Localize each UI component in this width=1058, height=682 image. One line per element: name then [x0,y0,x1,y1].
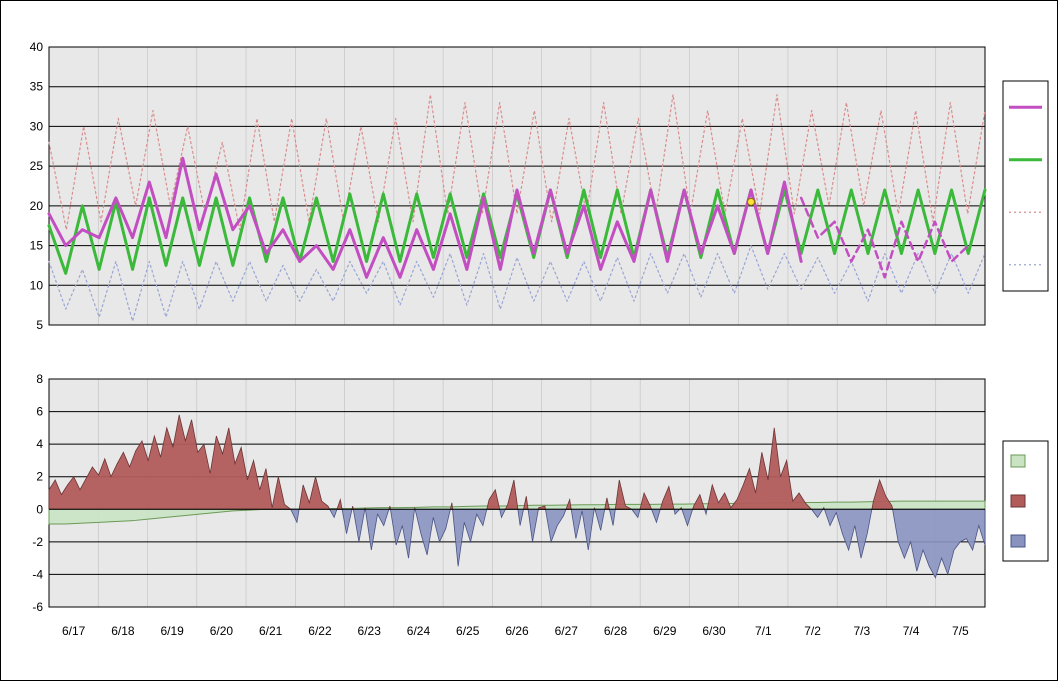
legend-swatch [1011,455,1025,467]
x-tick-label: 7/5 [952,624,969,638]
y-tick-label: 10 [30,278,44,292]
y-tick-label: 40 [30,40,44,54]
y-tick-label: 2 [36,470,43,484]
x-tick-label: 7/3 [853,624,870,638]
x-tick-label: 6/27 [555,624,579,638]
y-tick-label: 6 [36,405,43,419]
x-tick-label: 7/1 [755,624,772,638]
y-tick-label: 5 [36,318,43,332]
y-tick-label: -2 [32,535,43,549]
x-tick-label: 6/23 [358,624,382,638]
x-tick-label: 6/30 [702,624,726,638]
x-tick-label: 6/29 [653,624,677,638]
x-tick-label: 7/2 [804,624,821,638]
y-tick-label: 4 [36,437,43,451]
x-tick-label: 6/26 [505,624,529,638]
x-tick-label: 6/24 [407,624,431,638]
y-tick-label: 15 [30,239,44,253]
x-tick-label: 6/22 [308,624,332,638]
legend-swatch [1011,535,1025,547]
legend-swatch [1011,495,1025,507]
chart-frame: 5 10 15 20 25 30 35 40 -6 -4 -2 0 2 4 6 8 6/17 6/18 6/19 6/… [0,0,1058,681]
legend-top [1003,81,1048,291]
y-tick-label: 30 [30,119,44,133]
y-tick-label: 35 [30,80,44,94]
y-tick-label: 0 [36,502,43,516]
y-tick-label: 8 [36,372,43,386]
x-tick-label: 6/21 [259,624,283,638]
x-tick-label: 6/25 [456,624,480,638]
y-tick-label: 25 [30,159,44,173]
chart-svg: 5 10 15 20 25 30 35 40 -6 -4 -2 0 2 4 6 8 6/17 6/18 6/19 6/… [1,1,1058,682]
y-tick-label: -4 [32,567,43,581]
x-tick-label: 7/4 [903,624,920,638]
observation-marker [748,198,755,205]
x-tick-label: 6/17 [62,624,86,638]
x-tick-label: 6/18 [111,624,135,638]
x-tick-label: 6/28 [604,624,628,638]
y-tick-label: 20 [30,199,44,213]
x-tick-label: 6/20 [210,624,234,638]
y-tick-label: -6 [32,600,43,614]
x-tick-label: 6/19 [160,624,184,638]
